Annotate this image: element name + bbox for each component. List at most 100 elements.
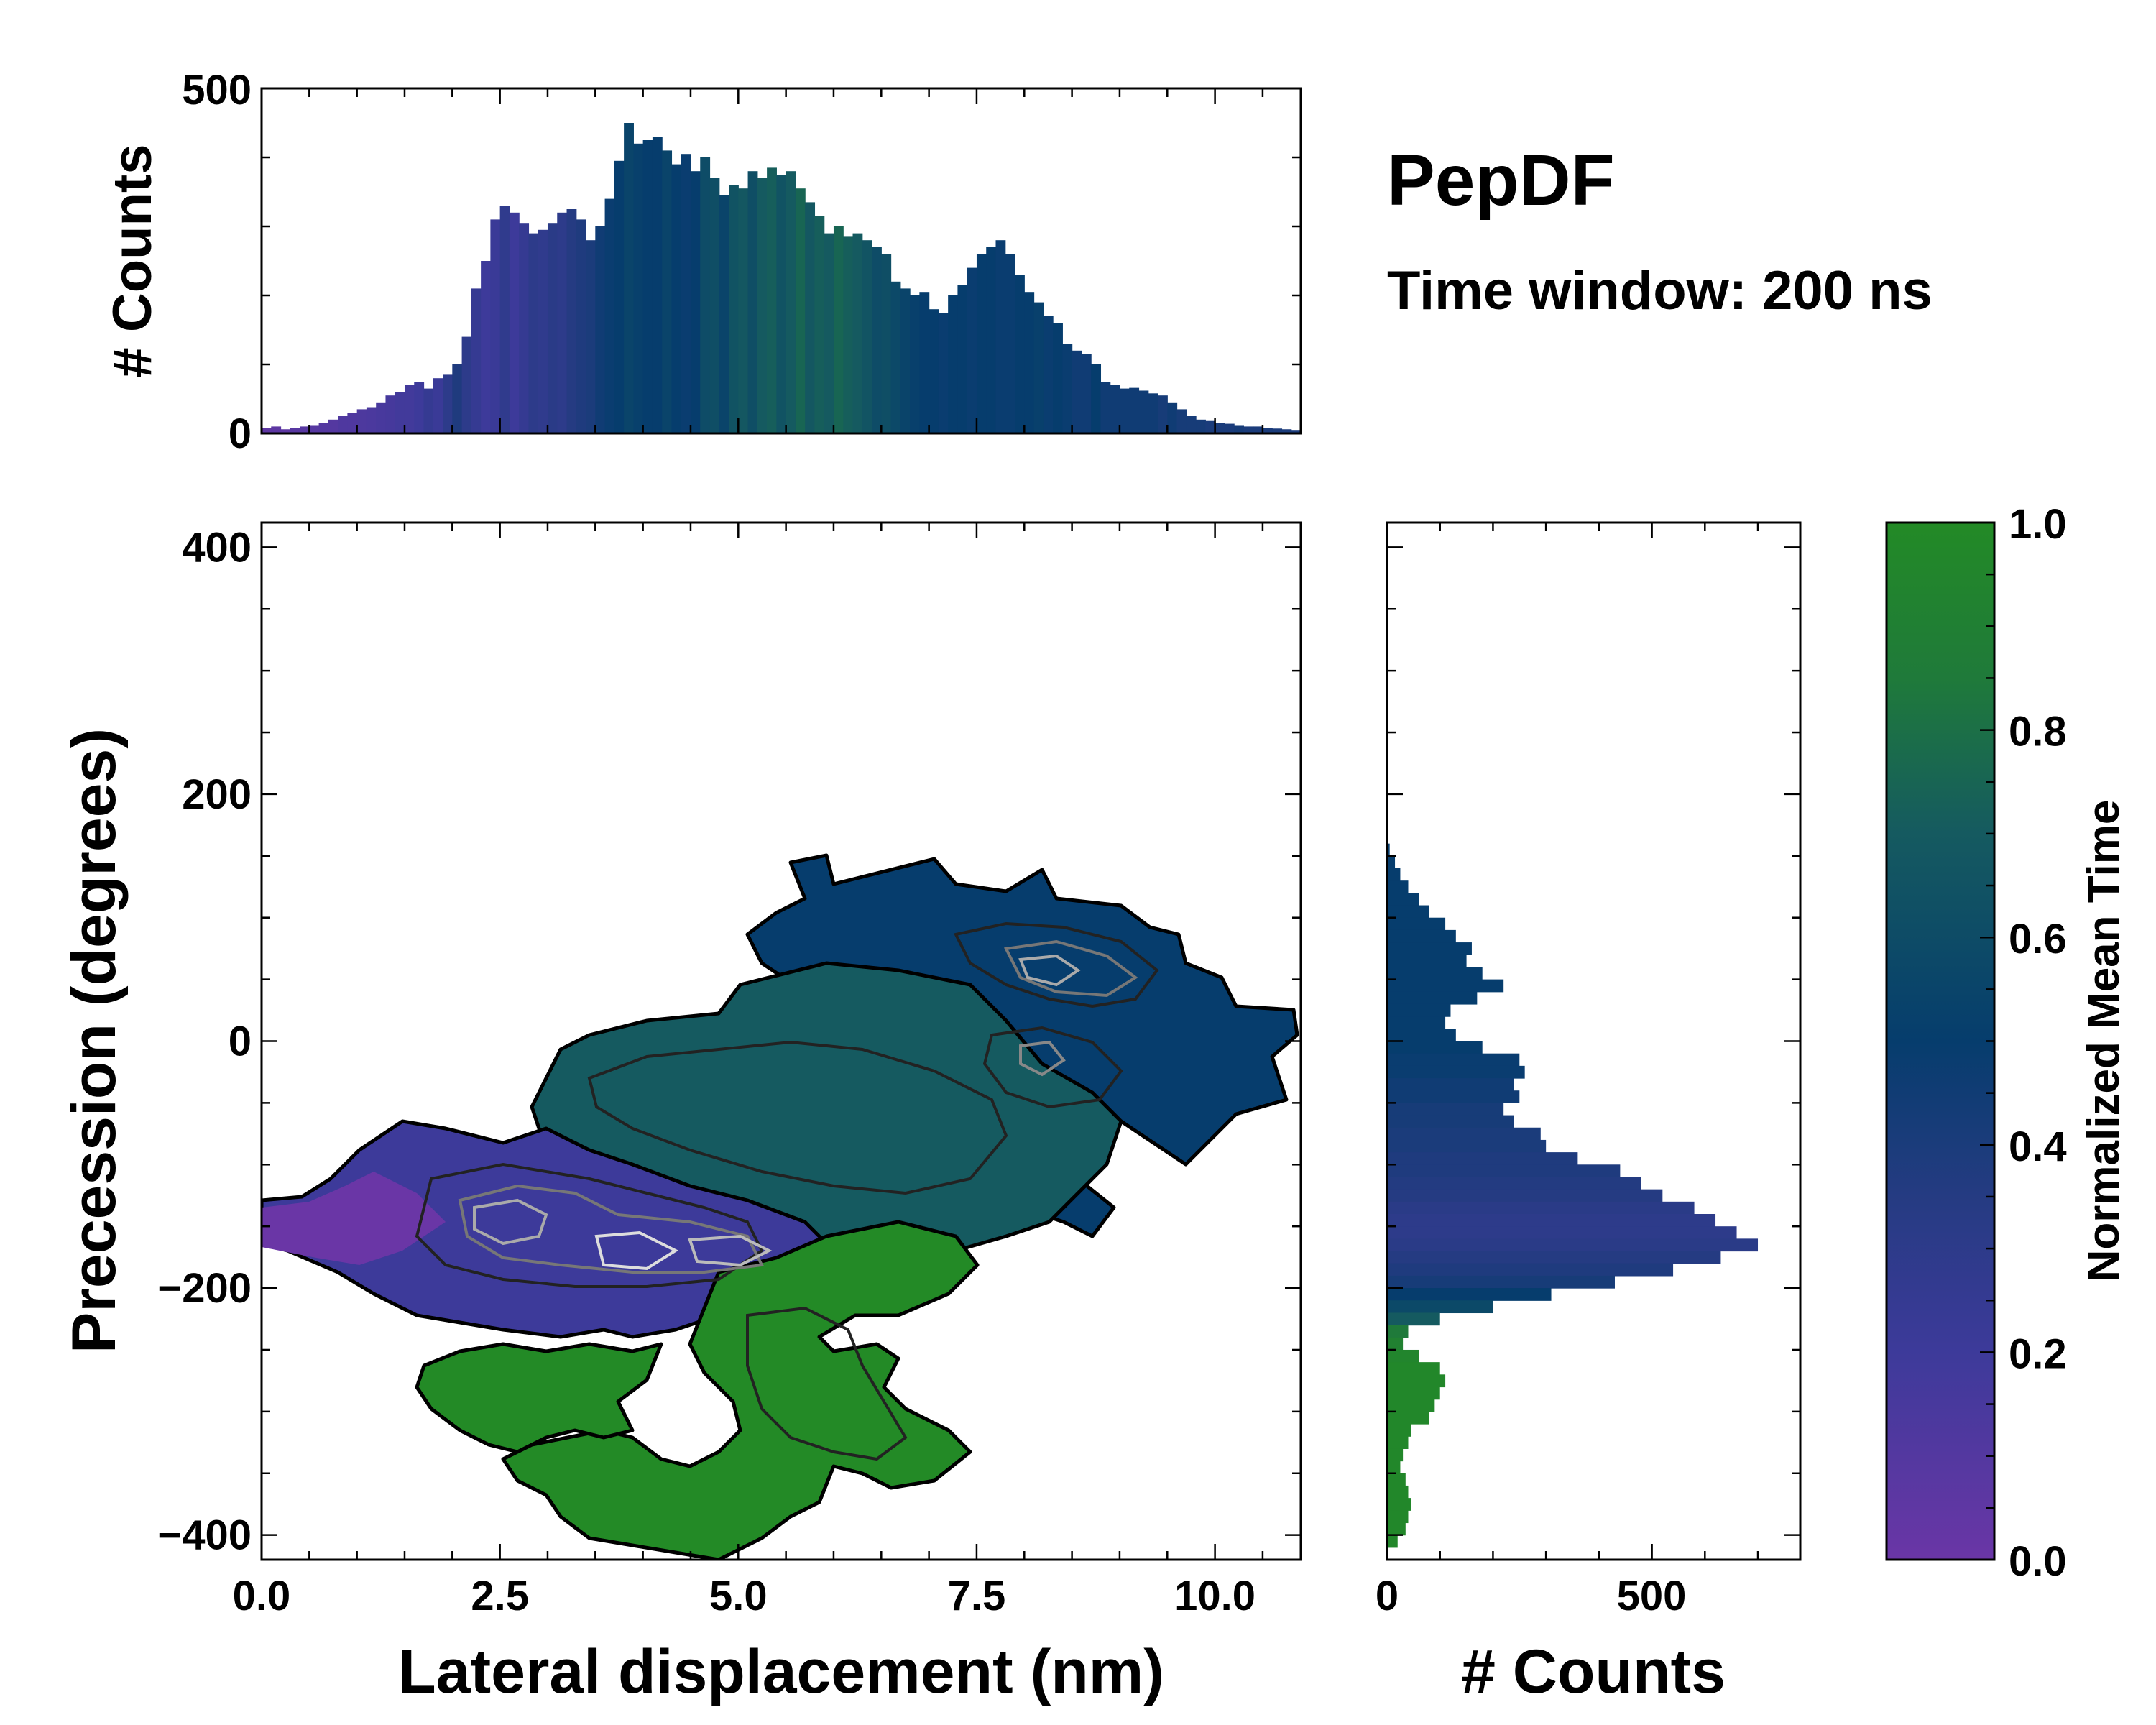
right-histogram-bar: [1387, 1386, 1440, 1400]
top-histogram-bar: [1186, 416, 1197, 433]
main-density-plot: 0.0 2.5 5.0 7.5 10.0 −400 −200 0 200 400 Lateral…: [60, 521, 1302, 1706]
right-histogram-bar: [1387, 1498, 1411, 1511]
top-histogram-bar: [795, 188, 806, 433]
top-histogram-bar: [824, 233, 834, 433]
contour-peak-5: [1019, 1040, 1066, 1077]
right-histogram-bar: [1387, 954, 1467, 968]
top-histogram-bar: [385, 395, 396, 433]
right-histogram-bar: [1387, 1263, 1674, 1276]
top-histogram-bar: [1167, 402, 1178, 433]
top-histogram-bar: [1072, 350, 1082, 433]
top-histogram-ylabel: # Counts: [102, 144, 163, 377]
top-histogram-bar: [1148, 393, 1158, 433]
top-histogram-bar: [471, 288, 482, 433]
density-regions: [262, 853, 1299, 1560]
top-histogram-bar: [671, 164, 682, 433]
region-purple-core: [262, 1172, 446, 1265]
right-histogram-bar: [1387, 1473, 1406, 1486]
right-histogram-bar: [1387, 1325, 1409, 1338]
top-histogram-bar: [376, 402, 387, 433]
top-histogram-bar: [1243, 426, 1254, 433]
top-histogram-bar: [499, 206, 510, 433]
top-histogram-bar: [433, 378, 443, 433]
top-histogram-bar: [347, 413, 358, 433]
right-histogram-bar: [1387, 1399, 1435, 1412]
top-histogram-bar: [919, 292, 930, 433]
top-histogram-bar: [872, 247, 882, 433]
top-histogram-bar: [414, 382, 425, 433]
top-histogram-bar: [1272, 428, 1283, 433]
top-histogram-bar: [1215, 423, 1225, 433]
top-histogram-bar: [1129, 387, 1140, 433]
main-ytick-label: 0: [229, 1018, 252, 1065]
top-histogram-bar: [747, 171, 758, 433]
top-histogram-bar: [900, 288, 911, 433]
right-histogram-bar: [1387, 1460, 1401, 1474]
main-ytick-label: −200: [157, 1265, 252, 1312]
top-ytick-0: 0: [229, 410, 252, 457]
colorbar-label: Normalized Mean Time: [2079, 800, 2129, 1282]
region-green-left: [415, 1342, 663, 1454]
right-xtick-0: 0: [1376, 1573, 1399, 1619]
top-histogram-bar: [1033, 302, 1044, 433]
top-histogram-bar: [843, 236, 854, 433]
contour-upper-right: [954, 921, 1159, 1008]
top-histogram-bar: [719, 195, 729, 433]
colorbar-tick-label: 0.2: [2009, 1330, 2067, 1377]
top-histogram-bar: [890, 281, 901, 433]
top-histogram-frame: [260, 87, 1302, 435]
top-histogram-bar: [519, 223, 530, 433]
contour-peak-1: [473, 1198, 548, 1246]
top-histogram-bar: [757, 178, 768, 434]
top-histogram-bar: [604, 198, 615, 433]
right-histogram-bar: [1387, 1275, 1615, 1289]
top-histogram-bar: [967, 267, 977, 433]
top-histogram-bar: [957, 285, 968, 433]
top-histogram-bar: [528, 233, 539, 433]
contour-peak-3: [688, 1234, 773, 1267]
top-histogram-bar: [461, 336, 472, 433]
top-histogram-bar: [881, 254, 892, 433]
top-histogram-bar: [709, 178, 720, 434]
top-histogram-bar: [1005, 254, 1015, 433]
top-histogram-bar: [1262, 428, 1273, 433]
main-xtick-label: 7.5: [948, 1573, 1006, 1619]
top-histogram-bar: [338, 416, 348, 433]
top-histogram-bar: [309, 425, 320, 433]
right-histogram-bar: [1387, 1041, 1483, 1054]
right-histogram-bar: [1387, 1016, 1446, 1029]
right-histogram-bar: [1387, 1065, 1525, 1079]
contour-mid-1: [458, 1184, 765, 1274]
right-histogram: 0 500 # Counts: [1376, 521, 1802, 1706]
right-histogram-bar: [1387, 1411, 1429, 1425]
right-histogram-bar: [1387, 1152, 1578, 1165]
top-histogram-bar: [566, 209, 577, 433]
right-histogram-bar: [1387, 1214, 1716, 1227]
right-histogram-bar: [1387, 1300, 1493, 1314]
right-histogram-bar: [1387, 1226, 1737, 1239]
right-histogram-bar: [1387, 1139, 1547, 1153]
right-histogram-bar: [1387, 1349, 1419, 1363]
right-histogram-bar: [1387, 991, 1478, 1005]
top-histogram-bar: [1281, 429, 1292, 433]
top-histogram-bar: [1081, 354, 1092, 433]
right-histogram-xlabel: # Counts: [1461, 1637, 1726, 1706]
right-histogram-ticks: [1386, 523, 1800, 1560]
colorbar-gradient: [1886, 523, 1994, 1560]
right-histogram-bar: [1387, 905, 1429, 919]
right-histogram-bar: [1387, 1510, 1409, 1524]
main-xtick-label: 10.0: [1174, 1573, 1256, 1619]
top-histogram-bar: [681, 154, 691, 433]
top-histogram-bar: [395, 392, 405, 433]
right-histogram-bar: [1387, 893, 1419, 906]
right-histogram-bar: [1387, 1522, 1406, 1536]
top-histogram-bar: [1015, 275, 1025, 433]
top-histogram-bar: [986, 247, 997, 433]
right-histogram-bar: [1387, 1485, 1409, 1499]
right-histogram-bar: [1387, 868, 1401, 881]
main-ytick-label: −400: [157, 1512, 252, 1559]
right-histogram-bar: [1387, 1251, 1721, 1264]
main-ytick-label: 200: [182, 771, 252, 818]
right-histogram-bar: [1387, 979, 1504, 993]
